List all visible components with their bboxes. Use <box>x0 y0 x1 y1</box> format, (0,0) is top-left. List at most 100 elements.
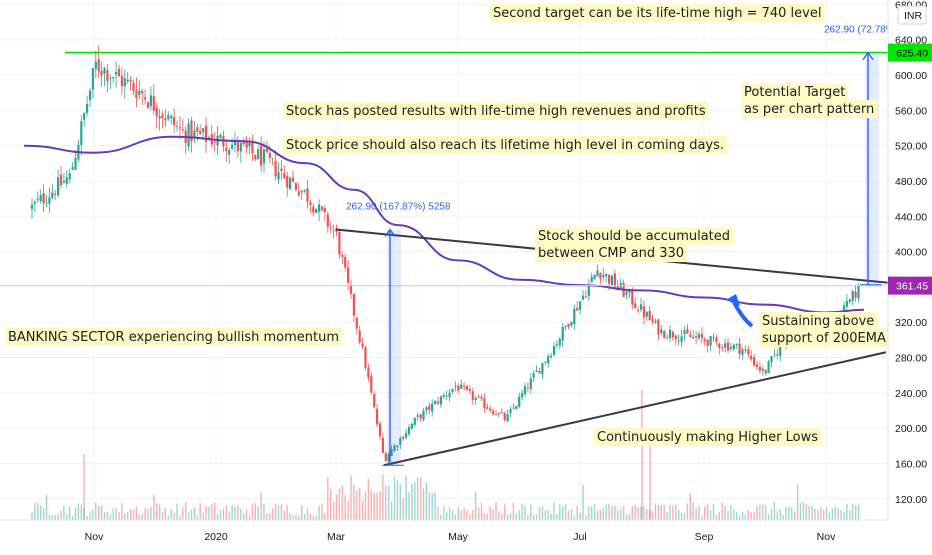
volume-bar <box>248 515 251 520</box>
candle-up <box>51 183 54 200</box>
annotation-text: between CMP and 330 <box>538 246 684 261</box>
volume-bar <box>538 507 541 520</box>
candle-body <box>677 340 680 342</box>
candle-down <box>526 382 529 393</box>
volume-bar <box>283 510 285 520</box>
candle-body <box>550 355 553 358</box>
volume-bar <box>347 500 349 520</box>
candle-down <box>512 403 515 410</box>
volume-bar <box>524 505 526 520</box>
candle-down <box>309 199 312 214</box>
currency-label: INR <box>904 10 923 22</box>
volume-bar <box>164 507 167 520</box>
candle-down <box>286 171 289 197</box>
volume-bar <box>219 510 222 520</box>
volume-bar <box>446 511 448 520</box>
candle-body <box>178 127 181 129</box>
candle-body <box>297 191 300 196</box>
candle-body <box>318 204 321 212</box>
volume-bar <box>527 515 529 520</box>
candle-body <box>199 131 202 135</box>
candle-up <box>126 72 129 85</box>
candle-up <box>448 389 451 402</box>
candle-body <box>231 144 234 149</box>
measure-range-fill <box>865 52 879 285</box>
candle-up <box>660 325 663 336</box>
candle-down <box>117 64 121 77</box>
candle-up <box>442 392 445 399</box>
volume-bar <box>808 506 810 520</box>
pointer-arrow <box>732 301 754 328</box>
volume-bar <box>396 480 399 520</box>
candle-body <box>196 127 199 132</box>
volume-bar <box>121 503 123 520</box>
candle-body <box>654 320 657 323</box>
candle-down <box>671 330 674 341</box>
time-tick-label: 2020 <box>204 531 228 543</box>
volume-bar <box>257 506 259 520</box>
candle-up <box>654 318 657 324</box>
volume-bar <box>272 508 274 520</box>
volume-bar <box>614 505 616 520</box>
candle-body <box>692 336 695 339</box>
candle-body <box>755 364 759 367</box>
volume-bar <box>425 482 428 520</box>
candle-body <box>776 354 779 356</box>
volume-bar <box>385 485 387 520</box>
candle-body <box>706 340 709 347</box>
volume-bar <box>92 510 94 520</box>
candle-down <box>642 300 645 325</box>
candle-body <box>616 286 619 288</box>
candle-body <box>74 157 77 170</box>
candle-down <box>332 224 335 239</box>
time-tick-label: May <box>448 531 469 543</box>
volume-bar <box>770 508 773 520</box>
volume-bar <box>373 492 375 520</box>
candle-down <box>306 179 309 209</box>
candle-body <box>129 80 132 82</box>
candle-body <box>515 405 518 409</box>
volume-bar <box>330 489 332 520</box>
candle-up <box>112 77 115 83</box>
volume-bar <box>460 510 462 520</box>
volume-bar <box>567 510 570 520</box>
volume-bar <box>512 502 515 520</box>
candle-up <box>767 360 770 374</box>
candle-up <box>71 162 74 170</box>
price-axis: 120.00160.00200.00240.00280.00320.00360.… <box>887 0 932 550</box>
candle-body <box>248 142 251 147</box>
candle-up <box>561 322 564 347</box>
candle-up <box>605 273 608 283</box>
candle-up <box>422 407 425 422</box>
volume-bar <box>817 510 819 520</box>
candle-down <box>204 117 208 154</box>
candle-body <box>294 183 297 190</box>
volume-bar <box>791 507 793 520</box>
candle-body <box>407 427 411 435</box>
candle-body <box>103 67 106 74</box>
volume-bar <box>240 509 242 520</box>
candle-up <box>138 80 141 100</box>
volume-bar <box>828 512 831 520</box>
candle-body <box>338 231 341 255</box>
candle-up <box>33 200 36 213</box>
candle-down <box>854 284 857 302</box>
candle-body <box>587 284 590 296</box>
volume-bar <box>367 478 370 520</box>
volume-bar <box>132 509 135 520</box>
candle-down <box>637 306 640 314</box>
candle-up <box>541 362 544 380</box>
candle-up <box>451 388 454 394</box>
volume-bar <box>251 503 254 520</box>
candle-up <box>735 343 738 349</box>
candle-body <box>477 397 480 398</box>
volume-bar <box>509 513 512 520</box>
volume-bar <box>150 506 152 520</box>
volume-bar <box>193 507 196 520</box>
candle-down <box>361 337 364 350</box>
candle-down <box>718 342 721 355</box>
candle-body <box>373 394 376 408</box>
candle-body <box>605 273 608 277</box>
time-tick-label: Jul <box>573 531 586 543</box>
